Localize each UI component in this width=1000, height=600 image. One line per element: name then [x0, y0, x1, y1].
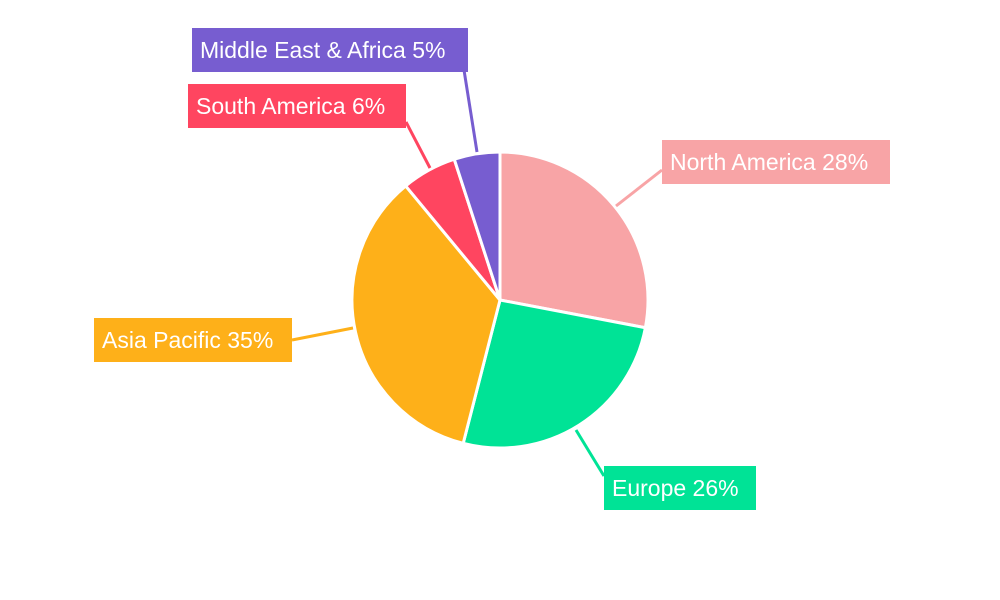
slice-north-america[interactable] [498, 150, 650, 330]
label-box-europe [604, 466, 756, 510]
label-box-north-america [662, 140, 890, 184]
label-box-asia-pacific [94, 318, 292, 362]
slices [350, 150, 650, 450]
labels: North America 28% Europe 26% Asia Pacific … [94, 28, 890, 510]
data-label-north-america: North America 28% [670, 149, 868, 175]
data-label-europe: Europe 26% [612, 475, 739, 501]
label-box-middle-east-africa [192, 28, 468, 72]
label-box-south-america [188, 84, 406, 128]
data-label-asia-pacific: Asia Pacific 35% [102, 327, 273, 353]
slice-middle-east-africa[interactable] [452, 150, 502, 302]
slice-europe[interactable] [461, 298, 647, 450]
leader-line-south-america [404, 121, 432, 169]
data-label-middle-east-africa: Middle East & Africa 5% [200, 37, 445, 63]
leader-line-europe [574, 429, 606, 477]
leader-line-asia-pacific [291, 326, 354, 342]
leader-line-north-america [615, 168, 663, 208]
slice-asia-pacific[interactable] [350, 184, 502, 445]
leader-line-middle-east-africa [462, 69, 479, 153]
data-label-south-america: South America 6% [196, 93, 385, 119]
